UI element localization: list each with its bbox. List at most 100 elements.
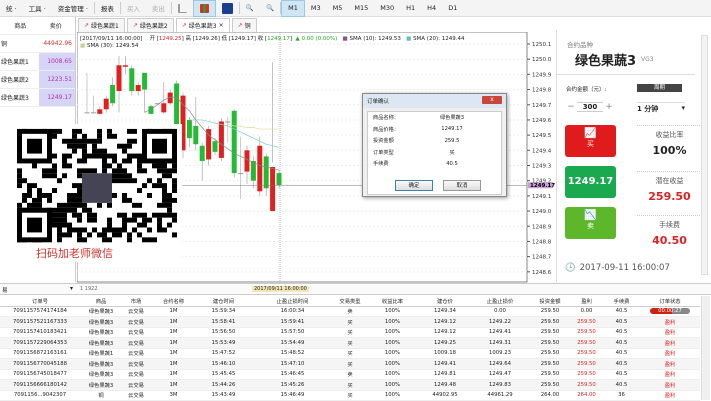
candle-body — [245, 150, 250, 171]
y-tick-label: 1249.1 — [532, 194, 551, 200]
qr-module — [122, 168, 127, 173]
qr-module — [137, 163, 142, 168]
table-cell: 259.50 — [570, 340, 603, 346]
increment-button[interactable]: + — [603, 102, 615, 112]
y-tick-label: 1250.1 — [532, 42, 551, 48]
tab-vg3[interactable]: ↗绿色果蔬3× — [176, 18, 230, 32]
timeframe-m30[interactable]: M30 — [374, 0, 400, 17]
table-cell: 259.50 — [530, 350, 570, 356]
panel-scrollbar[interactable] — [701, 35, 708, 275]
column-header: 手续费 — [603, 297, 640, 305]
line-chart-button[interactable] — [172, 0, 193, 17]
period-label: 周期 — [637, 84, 682, 92]
decrement-button[interactable]: − — [565, 102, 577, 112]
table-cell: 264.00 — [570, 392, 603, 398]
qr-module — [112, 178, 117, 183]
chart-icon: ↗ — [238, 22, 243, 29]
dialog-close-button[interactable]: x — [482, 96, 502, 104]
timeframe-m5[interactable]: M5 — [327, 0, 349, 17]
qr-module — [167, 173, 172, 178]
tab-vg1[interactable]: ↗绿色果蔬1 — [78, 18, 125, 32]
amount-input[interactable]: 300 — [577, 102, 603, 112]
sma20-label: SMA (20): 1249.44 — [413, 36, 464, 42]
qr-module — [17, 203, 22, 208]
filter-time[interactable]: 1 1922 — [80, 286, 98, 292]
table-cell: 15:48:52 — [250, 350, 335, 356]
table-cell: 云交易 — [122, 318, 150, 326]
qr-module — [32, 183, 37, 188]
potential-value: 259.50 — [637, 190, 702, 203]
order-countdown-badge: 00:00:27 — [650, 308, 690, 314]
qr-module — [162, 188, 167, 193]
buy-in-button[interactable]: 买入 — [121, 0, 146, 17]
chevron-down-icon[interactable]: ▾ — [70, 285, 73, 292]
zoom-in-button[interactable]: 🔍 — [240, 0, 260, 17]
qr-module — [102, 159, 107, 164]
confirm-button[interactable]: 确定 — [395, 180, 433, 191]
menu-fund-management[interactable]: 资金管理 · — [52, 0, 94, 17]
timeframe-m3[interactable]: M3 — [305, 0, 327, 17]
qr-module — [77, 232, 82, 237]
sell-button[interactable]: 📉卖 — [565, 207, 616, 239]
candlestick-button[interactable] — [193, 0, 216, 17]
zoom-out-button[interactable]: 🔍 — [260, 0, 280, 17]
timeframe-d1[interactable]: D1 — [442, 0, 463, 17]
table-cell: 259.50 — [570, 382, 603, 388]
amount-stepper[interactable]: − 300 + — [565, 100, 615, 113]
sell-out-button[interactable]: 卖出 — [146, 0, 171, 17]
table-scrollbar[interactable] — [701, 296, 710, 400]
tab-copper[interactable]: ↗铜 — [232, 18, 257, 32]
qr-module — [107, 218, 112, 223]
qr-module — [57, 228, 62, 233]
cancel-button[interactable]: 取消 — [443, 180, 481, 191]
tab-vg2[interactable]: ↗绿色果蔬2 — [127, 18, 174, 32]
qr-module — [27, 218, 42, 233]
table-cell: 100% — [365, 361, 420, 367]
qr-module — [52, 208, 57, 213]
area-chart-button[interactable] — [216, 0, 239, 17]
menu-system[interactable]: 统 · — [0, 0, 23, 17]
table-cell: 15:53:49 — [197, 340, 250, 346]
timeframe-m1[interactable]: M1 — [281, 0, 305, 17]
buy-button[interactable]: 📈买 — [565, 125, 616, 157]
timeframe-h1[interactable]: H1 — [400, 0, 421, 17]
tab-close-icon[interactable]: × — [219, 22, 224, 29]
qr-module — [127, 237, 132, 242]
table-cell: 15:46:45 — [250, 371, 335, 377]
table-cell: 40.5 — [603, 308, 640, 314]
quote-list-header: 商品卖价 — [0, 17, 75, 35]
table-cell: 云交易 — [122, 307, 150, 315]
order-filter-bar: 易 ▾ 1 1922 2017/09/11 16:00:00 — [0, 283, 711, 295]
qr-module — [52, 168, 57, 173]
menu-tools[interactable]: 工具 · — [23, 0, 52, 17]
table-cell: 1249.31 — [470, 340, 530, 346]
clock-icon: 🕓 — [565, 263, 576, 273]
qr-module — [172, 188, 177, 193]
reports-button[interactable]: 报表 — [95, 0, 120, 17]
table-cell: 100% — [365, 340, 420, 346]
qr-module — [117, 232, 122, 237]
candle-body — [85, 112, 90, 113]
timeframe-h4[interactable]: H4 — [421, 0, 442, 17]
qr-module — [157, 228, 162, 233]
period-select[interactable]: 1 分钟▾ — [637, 102, 685, 114]
qr-module — [137, 213, 142, 218]
y-tick-label: 1250.0 — [532, 57, 552, 63]
qr-module — [172, 232, 177, 237]
candle-body — [187, 120, 192, 138]
timeframe-m15[interactable]: M15 — [348, 0, 374, 17]
qr-module — [52, 163, 57, 168]
